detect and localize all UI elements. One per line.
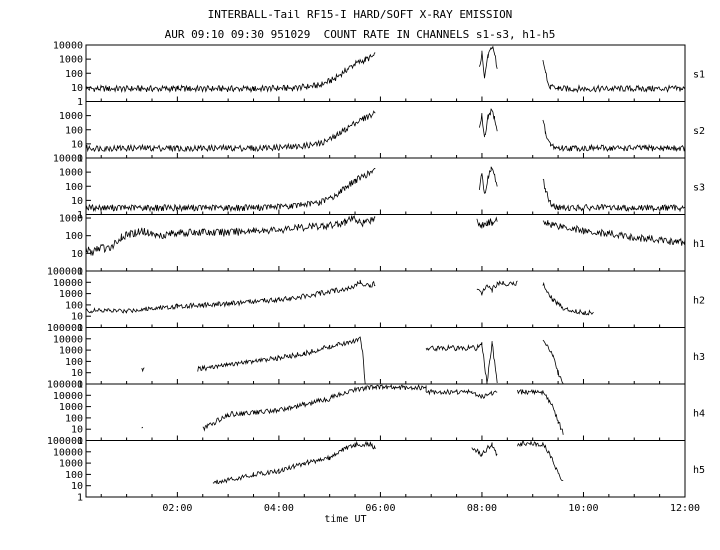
ytick-label-h5: 1 [77,493,83,504]
xtick-label: 06:00 [365,503,395,514]
panel-frame-h5 [85,440,686,498]
series-trace-h1 [85,215,376,256]
panel-label-h4: h4 [693,408,705,419]
ytick-label-h4: 10000 [53,391,83,402]
series-trace-h1 [476,216,498,229]
ytick-label-h3: 100 [65,357,83,368]
ytick-label-h2: 10 [71,312,83,323]
ytick-label-s1: 1 [77,97,83,108]
series-trace-h4 [202,384,376,432]
panel-label-h3: h3 [693,352,705,363]
series-trace-h2 [85,279,376,314]
ytick-label-h5: 10 [71,481,83,492]
series-trace-h3 [197,336,366,385]
series-trace-s3 [542,178,686,213]
ytick-label-h4: 1000 [59,402,83,413]
xtick-label: 04:00 [264,503,294,514]
ytick-label-h3: 1 [77,380,83,391]
xtick-label: 10:00 [568,503,598,514]
ytick-label-s2: 1000 [59,111,83,122]
ytick-label-h1: 10 [71,249,83,260]
panel-label-s1: s1 [693,69,705,80]
panel-frame-h3 [85,327,686,385]
ytick-label-s1: 100 [65,69,83,80]
series-trace-s2 [542,119,686,153]
series-trace-h2 [476,280,518,296]
panel-frame-h4 [85,383,686,441]
panel-label-s3: s3 [693,182,705,193]
ytick-label-h5: 1000 [59,459,83,470]
xtick-label: 08:00 [467,503,497,514]
series-trace-s1 [542,60,686,94]
ytick-label-h5: 100 [65,470,83,481]
series-trace-h3 [542,339,564,384]
series-trace-h1 [542,220,686,246]
ytick-label-h3: 10 [71,368,83,379]
ytick-label-s3: 1 [77,210,83,221]
ytick-label-h2: 100 [65,300,83,311]
ytick-label-s1: 10000 [53,41,83,52]
ytick-label-h3: 10000 [53,334,83,345]
series-trace-h5 [212,440,376,485]
ytick-label-s1: 10 [71,83,83,94]
series-trace-s1 [85,52,376,94]
panel-frame-s2 [85,101,686,159]
ytick-label-s2: 100 [65,125,83,136]
series-trace-s3 [85,168,376,213]
series-trace-s2 [479,108,498,138]
ytick-label-h3: 1000 [59,346,83,357]
ytick-label-h4: 100000 [47,380,83,391]
ytick-label-s3: 100 [65,182,83,193]
series-trace-h3 [425,341,498,385]
chart-title: INTERBALL-Tail RF15-I HARD/SOFT X-RAY EM… [207,8,513,21]
ytick-label-h4: 1 [77,436,83,447]
ytick-label-h2: 1 [77,323,83,334]
ytick-label-s1: 1000 [59,55,83,66]
panel-frame-h2 [85,270,686,328]
ytick-label-h3: 100000 [47,323,83,334]
series-trace-h5 [517,440,564,481]
series-trace-s3 [479,166,498,194]
series-trace-h5 [471,442,498,458]
chart-subtitle: AUR 09:10 09:30 951029 COUNT RATE IN CHA… [164,28,556,41]
series-trace-h4 [141,426,144,429]
ytick-label-s3: 1000 [59,168,83,179]
panel-frame-h1 [85,214,686,272]
series-trace-h4 [374,383,498,400]
ytick-label-s3: 10000 [53,154,83,165]
ytick-label-h4: 10 [71,425,83,436]
series-trace-h2 [542,281,594,316]
ytick-label-h2: 100000 [47,267,83,278]
xtick-label: 02:00 [162,503,192,514]
ytick-label-h1: 1000 [59,214,83,225]
x-axis-label: time UT [324,514,366,525]
ytick-label-h2: 1000 [59,289,83,300]
ytick-label-s2: 1 [77,154,83,165]
panel-label-h1: h1 [693,239,705,250]
series-trace-h4 [517,388,564,435]
ytick-label-s3: 10 [71,196,83,207]
panel-label-s2: s2 [693,126,705,137]
ytick-label-h2: 10000 [53,278,83,289]
series-trace-s1 [479,45,498,79]
series-trace-s2 [85,110,376,153]
panel-label-h5: h5 [693,465,705,476]
panel-label-h2: h2 [693,295,705,306]
ytick-label-h5: 10000 [53,447,83,458]
ytick-label-s2: 10 [71,139,83,150]
ytick-label-h5: 100000 [47,436,83,447]
xtick-label: 12:00 [670,503,700,514]
ytick-label-h4: 100 [65,413,83,424]
ytick-label-h1: 1 [77,267,83,278]
panel-frame-s1 [85,44,686,102]
ytick-label-h1: 100 [65,231,83,242]
series-trace-h3 [141,367,145,373]
